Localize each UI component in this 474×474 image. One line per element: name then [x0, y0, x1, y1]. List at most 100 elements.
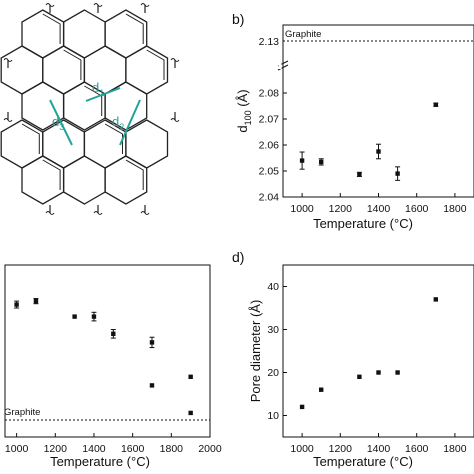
data-point — [395, 171, 400, 176]
data-point — [149, 340, 155, 345]
bond-terminator — [170, 58, 180, 62]
y-tick-label: 2.04 — [259, 192, 280, 204]
hexagon-ring — [83, 45, 127, 95]
bond-terminator — [93, 211, 103, 215]
y-tick-label: 2.05 — [259, 166, 280, 178]
data-point — [433, 297, 438, 302]
panel-c-frame — [4, 264, 211, 438]
x-tick-label: 1200 — [44, 443, 68, 455]
panel-b-x-ticks: 1000 1200 1400 1600 1800 — [290, 193, 467, 215]
panel-d-frame — [282, 264, 474, 438]
panel-c-xlabel: Temperature (°C) — [50, 454, 150, 469]
bond-terminator — [140, 3, 150, 7]
panel-b-graphite-label: Graphite — [285, 29, 321, 40]
data-point — [376, 370, 381, 375]
panel-d-letter: d) — [232, 249, 244, 265]
data-point — [376, 149, 381, 154]
d2-line — [119, 99, 141, 146]
y-tick-label: 20 — [267, 367, 279, 379]
hexagon-ring — [125, 119, 169, 169]
panel-d-xlabel: Temperature (°C) — [313, 454, 413, 469]
panel-b-points — [299, 102, 439, 181]
distance-lines — [49, 87, 141, 146]
panel-d: d) 10 20 30 40 1000 1200 1400 1600 1800 Tempera… — [232, 249, 474, 469]
data-point — [111, 331, 116, 336]
hexagon-ring — [0, 119, 44, 169]
hexagon-ring — [104, 9, 148, 59]
double-bond — [125, 159, 144, 190]
d1-label: d1 — [92, 80, 104, 98]
panel-b-y-ticks: 2.04 2.05 2.06 2.07 2.08 — [259, 88, 287, 204]
x-tick-label: 1600 — [405, 443, 429, 455]
data-point — [357, 172, 362, 177]
hexagon-ring — [104, 155, 148, 205]
panel-d-y-ticks: 10 20 30 40 — [267, 281, 287, 422]
data-point — [319, 387, 324, 392]
d2-label: d2 — [112, 114, 124, 132]
x-tick-label: 1000 — [5, 443, 29, 455]
x-tick-label: 1600 — [405, 203, 429, 215]
y-tick-label: 10 — [267, 410, 279, 422]
panel-d-ylabel: Pore diameter (Å) — [248, 300, 263, 403]
data-point — [395, 370, 400, 375]
x-tick-label: 1000 — [290, 203, 314, 215]
y-tick-label: 30 — [267, 324, 279, 336]
x-tick-label: 1200 — [329, 443, 353, 455]
x-tick-label: 1600 — [121, 443, 145, 455]
panel-b-frame — [282, 24, 474, 198]
d1-line — [85, 87, 121, 102]
data-point — [188, 410, 193, 416]
hexagon-ring — [62, 155, 106, 205]
panel-d-x-ticks: 1000 1200 1400 1600 1800 — [290, 433, 467, 455]
y-tick-label: 2.06 — [259, 140, 280, 152]
bond-terminator — [45, 3, 55, 7]
data-point — [319, 159, 324, 165]
x-tick-label: 1400 — [82, 443, 106, 455]
panel-c-x-ticks: 1000 1200 1400 1600 1800 2000 — [5, 433, 222, 455]
x-tick-label: 1400 — [367, 203, 391, 215]
panel-b-letter: b) — [232, 11, 244, 27]
panel-c: Graphite 1000 1200 1400 1600 1800 2000 Temper… — [4, 264, 222, 469]
data-point — [299, 404, 305, 410]
d3-label: d3 — [52, 114, 64, 132]
hexagon-ring — [42, 45, 86, 95]
panel-d-points — [299, 297, 438, 410]
data-point — [299, 158, 305, 163]
double-bond — [63, 49, 82, 80]
data-point — [14, 302, 19, 307]
panel-b-xlabel: Temperature (°C) — [313, 216, 413, 231]
bond-terminator — [3, 118, 13, 122]
double-bond — [146, 49, 165, 80]
data-point — [91, 314, 97, 319]
x-tick-label: 1200 — [329, 203, 353, 215]
data-point — [72, 314, 77, 319]
hexagon-ring — [0, 45, 44, 95]
y-tick-label: 2.07 — [259, 114, 280, 126]
x-tick-label: 1800 — [443, 443, 467, 455]
data-point — [357, 374, 362, 379]
bond-terminator — [170, 118, 180, 122]
double-bond — [125, 13, 144, 44]
x-tick-label: 1000 — [290, 443, 314, 455]
hexagon-ring — [125, 45, 169, 95]
double-bond — [42, 13, 61, 44]
bond-terminator — [140, 211, 150, 215]
double-bond — [42, 159, 61, 190]
graphene-lattice-diagram — [0, 3, 180, 215]
data-point — [433, 102, 438, 107]
panel-c-graphite-label: Graphite — [4, 407, 40, 418]
x-tick-label: 2000 — [198, 443, 222, 455]
y-tick-label: 2.08 — [259, 88, 280, 100]
hexagon-ring — [21, 155, 65, 205]
x-tick-label: 1800 — [443, 203, 467, 215]
bond-terminator — [93, 3, 103, 7]
hexagon-ring — [21, 9, 65, 59]
data-point — [149, 383, 155, 388]
panel-b-axis-break — [277, 60, 289, 71]
x-tick-label: 1800 — [160, 443, 184, 455]
d3-line — [49, 99, 73, 146]
panel-b-ylabel: d100 (Å) — [235, 89, 253, 132]
hexagon-ring — [62, 9, 106, 59]
panel-c-points — [14, 298, 193, 416]
